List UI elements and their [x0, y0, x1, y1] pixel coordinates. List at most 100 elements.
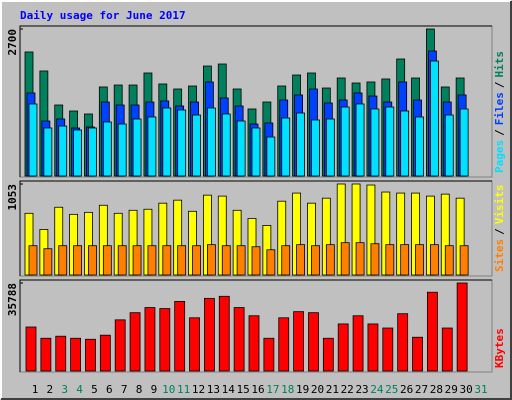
bar	[88, 245, 97, 276]
x-tick-label: 27	[415, 383, 428, 396]
bar	[221, 245, 231, 276]
x-tick-label: 23	[355, 383, 368, 396]
legend-entry: Visits	[493, 185, 506, 225]
bar	[278, 317, 290, 372]
x-tick-label: 25	[385, 383, 398, 396]
x-tick-label: 24	[370, 383, 384, 396]
x-tick-label: 13	[207, 383, 220, 396]
x-tick-label: 3	[61, 383, 68, 396]
legend-separator: /	[493, 81, 506, 88]
bar	[355, 242, 365, 276]
bar	[266, 136, 276, 177]
bar	[415, 116, 424, 177]
plot-shadow	[19, 279, 492, 372]
bar	[456, 282, 468, 372]
bar	[311, 119, 320, 177]
legend-separator: /	[493, 228, 506, 235]
bar	[129, 312, 141, 372]
bar	[218, 295, 230, 372]
bar	[99, 334, 111, 372]
bar	[70, 337, 81, 372]
bar	[174, 301, 186, 372]
x-tick-label: 22	[341, 383, 354, 396]
bar	[43, 248, 53, 276]
bar	[429, 244, 439, 276]
bar	[248, 315, 260, 372]
bar	[147, 245, 157, 276]
bar	[397, 313, 409, 372]
bar	[221, 113, 231, 177]
bar	[415, 244, 424, 276]
bar	[189, 317, 200, 372]
bar	[177, 109, 187, 177]
bar	[400, 110, 410, 177]
bar	[325, 118, 335, 177]
bar	[412, 336, 423, 372]
y-tick-label: 35788	[6, 283, 19, 316]
bar	[58, 125, 68, 177]
x-tick-label: 20	[311, 383, 324, 396]
legend: KBytes	[493, 328, 506, 368]
bar	[102, 121, 112, 177]
bar	[296, 244, 306, 276]
bar	[293, 311, 305, 372]
x-tick-label: 29	[445, 383, 458, 396]
bar	[367, 323, 379, 372]
bar	[147, 116, 157, 177]
bar	[114, 319, 126, 372]
bar	[117, 245, 127, 276]
legend-separator: /	[493, 129, 506, 136]
bar	[311, 245, 320, 276]
bar	[88, 127, 97, 177]
bar	[102, 245, 112, 276]
x-tick-label: 17	[266, 383, 279, 396]
bar	[400, 244, 410, 276]
bar	[206, 107, 216, 177]
bar	[144, 307, 156, 372]
legend: Sites / Visits	[493, 185, 506, 273]
x-tick-label: 15	[237, 383, 250, 396]
y-tick-label: 1053	[6, 184, 19, 211]
bar	[296, 112, 306, 177]
bar	[25, 326, 37, 372]
bar	[28, 103, 38, 177]
bar	[28, 245, 38, 276]
x-tick-label: 14	[222, 383, 236, 396]
bar	[308, 312, 319, 372]
bar	[459, 245, 469, 276]
bar	[441, 327, 453, 372]
legend: Pages / Files / Hits	[493, 51, 506, 173]
bar	[281, 245, 291, 276]
legend-entry: Files	[493, 92, 506, 125]
bar	[340, 106, 350, 177]
bar	[236, 120, 246, 177]
x-tick-label: 11	[177, 383, 190, 396]
x-tick-label: 31	[474, 383, 487, 396]
bar	[177, 245, 187, 276]
legend-entry: Pages	[493, 140, 506, 173]
bar	[43, 127, 53, 177]
bar	[233, 307, 245, 372]
bar	[355, 103, 365, 177]
bar	[162, 107, 172, 177]
bar	[325, 244, 335, 276]
bar	[58, 245, 68, 276]
bar	[40, 337, 52, 372]
bar	[206, 244, 216, 276]
bar	[132, 118, 142, 177]
bar	[322, 337, 334, 372]
plot-shadow	[19, 25, 492, 177]
bar	[162, 245, 172, 276]
bar	[337, 323, 349, 372]
bar	[281, 117, 291, 177]
bar	[236, 245, 246, 276]
x-tick-label: 5	[91, 383, 98, 396]
x-tick-label: 28	[430, 383, 443, 396]
legend-entry: KBytes	[493, 328, 506, 368]
bar	[85, 338, 96, 372]
x-tick-label: 4	[76, 383, 83, 396]
x-tick-label: 7	[121, 383, 128, 396]
bar	[370, 243, 380, 276]
bar	[444, 245, 454, 276]
bar	[117, 123, 127, 177]
